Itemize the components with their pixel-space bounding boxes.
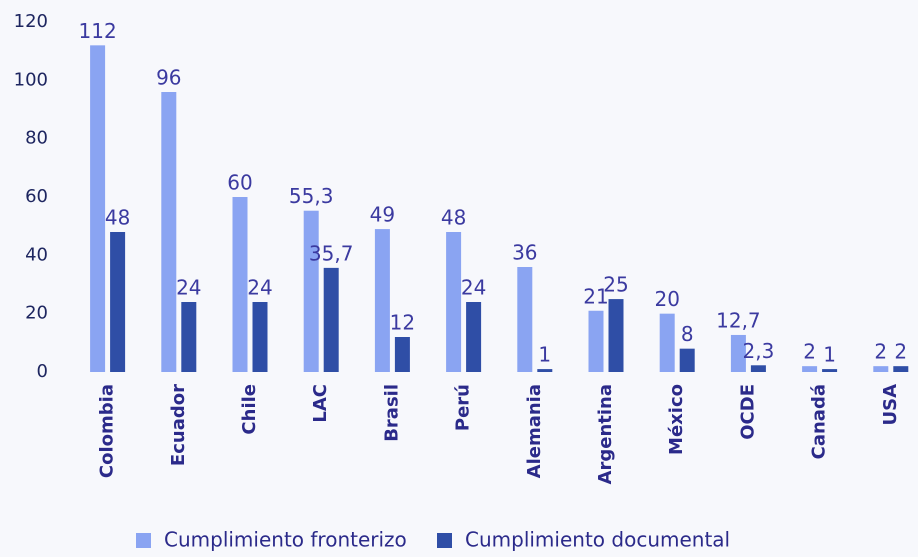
value-label: 96 xyxy=(156,66,181,90)
y-tick-label: 20 xyxy=(25,303,48,324)
y-tick-label: 120 xyxy=(14,11,48,32)
value-label: 12,7 xyxy=(716,308,761,332)
value-label: 112 xyxy=(79,19,117,43)
value-label: 2 xyxy=(874,340,887,364)
bar xyxy=(394,337,410,372)
bar xyxy=(110,232,126,372)
bar xyxy=(232,197,248,372)
value-label: 12 xyxy=(390,311,415,335)
value-label: 2,3 xyxy=(742,339,774,363)
bar xyxy=(517,267,533,372)
value-label: 35,7 xyxy=(309,241,354,265)
value-label: 49 xyxy=(370,203,395,227)
x-tick-label: Chile xyxy=(239,384,260,435)
bar xyxy=(608,299,624,372)
bar xyxy=(679,348,695,372)
value-label: 1 xyxy=(538,343,551,367)
value-label: 55,3 xyxy=(289,184,334,208)
bar xyxy=(730,334,746,372)
value-label: 48 xyxy=(105,206,130,230)
value-label: 60 xyxy=(227,171,252,195)
value-label: 20 xyxy=(654,287,679,311)
value-label: 48 xyxy=(441,206,466,230)
value-label: 24 xyxy=(176,276,201,300)
bar xyxy=(537,369,553,372)
bar xyxy=(750,365,766,372)
value-label: 8 xyxy=(681,322,694,346)
x-tick-label: Colombia xyxy=(97,384,118,478)
value-label: 25 xyxy=(603,273,628,297)
bar xyxy=(588,310,604,372)
value-label: 2 xyxy=(894,340,907,364)
x-tick-label: Canadá xyxy=(809,384,830,459)
bar xyxy=(90,45,106,372)
x-tick-label: Perú xyxy=(453,384,474,431)
x-tick-label: México xyxy=(666,384,687,455)
x-tick-label: Argentina xyxy=(595,384,616,484)
y-tick-label: 60 xyxy=(25,186,48,207)
value-label: 24 xyxy=(247,276,272,300)
bar xyxy=(303,210,319,372)
bar xyxy=(873,366,889,372)
bar xyxy=(161,92,177,372)
bar xyxy=(822,369,838,372)
x-tick-label: Ecuador xyxy=(168,384,189,466)
x-tick-label: Brasil xyxy=(381,384,402,442)
y-tick-label: 80 xyxy=(25,128,48,149)
bar xyxy=(252,302,268,372)
bar xyxy=(466,302,482,372)
x-tick-label: USA xyxy=(880,384,901,426)
value-label: 21 xyxy=(583,284,608,308)
bar xyxy=(374,229,390,372)
legend-swatch xyxy=(136,533,151,548)
value-label: 1 xyxy=(823,343,836,367)
value-label: 24 xyxy=(461,276,486,300)
y-tick-label: 100 xyxy=(14,69,48,90)
legend-label: Cumplimiento fronterizo xyxy=(164,528,407,552)
bar xyxy=(802,366,818,372)
bar xyxy=(659,313,675,372)
value-label: 2 xyxy=(803,340,816,364)
y-tick-label: 0 xyxy=(37,361,48,382)
bar xyxy=(323,267,339,372)
x-tick-label: Alemania xyxy=(524,384,545,478)
legend-label: Cumplimiento documental xyxy=(465,528,730,552)
bar xyxy=(446,232,462,372)
y-tick-label: 40 xyxy=(25,244,48,265)
legend-swatch xyxy=(437,533,452,548)
bar xyxy=(893,366,909,372)
value-label: 36 xyxy=(512,241,537,265)
x-tick-label: OCDE xyxy=(737,384,758,440)
x-tick-label: LAC xyxy=(310,384,331,423)
bar xyxy=(181,302,197,372)
